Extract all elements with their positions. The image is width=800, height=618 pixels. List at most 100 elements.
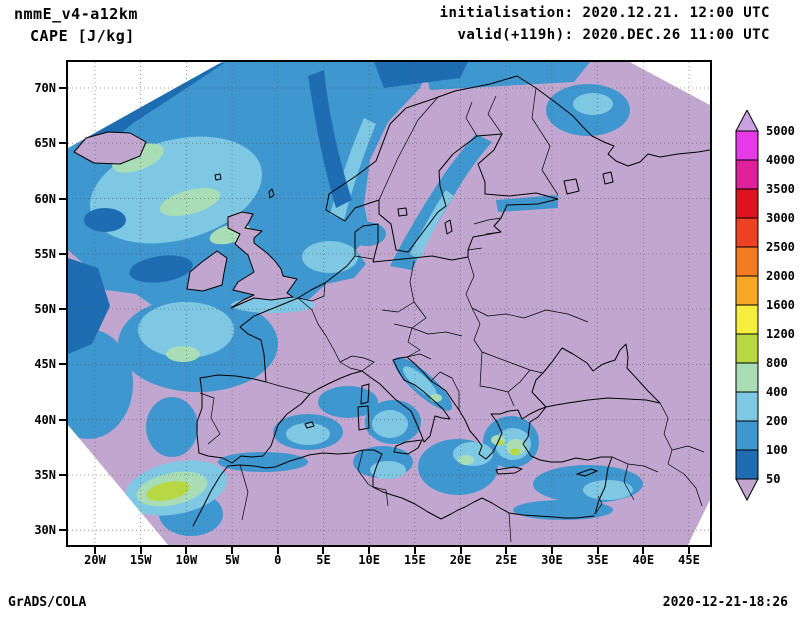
iceland xyxy=(73,131,147,165)
valid-time: valid(+119h): 2020.DEC.26 11:00 UTC xyxy=(457,27,770,43)
colorbar-segment xyxy=(735,449,759,480)
y-axis-tick xyxy=(59,308,67,311)
y-axis-tick xyxy=(59,473,67,476)
cape-field xyxy=(68,62,710,545)
colorbar-label: 400 xyxy=(766,385,788,399)
sardinia xyxy=(357,405,370,431)
x-axis-tick xyxy=(459,547,462,554)
x-axis-label: 25E xyxy=(495,553,518,567)
colorbar-label: 2000 xyxy=(766,269,795,283)
y-axis-label: 60N xyxy=(34,191,56,206)
y-axis-label: 70N xyxy=(34,81,56,95)
x-axis-tick xyxy=(505,547,508,554)
x-axis-label: 30E xyxy=(541,553,563,567)
x-axis-tick xyxy=(642,547,645,554)
x-axis-tick xyxy=(231,547,234,554)
coastlines xyxy=(73,75,710,527)
y-axis-tick xyxy=(59,418,67,421)
faroe-islands xyxy=(214,173,222,181)
y-axis-label: 45N xyxy=(34,357,56,372)
init-time: initialisation: 2020.12.21. 12:00 UTC xyxy=(439,5,770,21)
colorbar-label: 3000 xyxy=(766,211,795,225)
x-axis-label: 10E xyxy=(358,553,380,567)
colorbar-segment xyxy=(735,333,759,364)
colorbar-segment xyxy=(735,217,759,248)
x-axis-label: 10W xyxy=(175,553,198,567)
x-axis-tick xyxy=(94,547,96,554)
x-axis-label: 5W xyxy=(224,553,240,567)
colorbar-segment xyxy=(735,246,759,277)
x-axis-tick xyxy=(550,547,553,554)
corsica xyxy=(360,383,370,405)
credit: GrADS/COLA xyxy=(8,595,87,610)
colorbar-label: 5000 xyxy=(766,124,795,138)
colorbar-label: 4000 xyxy=(766,153,795,167)
x-axis-tick xyxy=(413,547,416,554)
colorbar-label: 100 xyxy=(766,443,788,457)
x-axis-tick xyxy=(687,547,690,554)
y-axis-tick xyxy=(59,252,67,255)
lake-onega xyxy=(602,171,614,185)
sicily xyxy=(393,439,423,455)
coast-black-sea xyxy=(531,343,661,408)
x-axis-label: 5E xyxy=(316,553,331,567)
colorbar-segment xyxy=(735,130,759,161)
coast-scandinavia-baltic xyxy=(297,75,559,299)
y-axis-label: 55N xyxy=(34,246,56,261)
colorbar-segment xyxy=(735,478,759,502)
y-axis-label: 30N xyxy=(34,523,56,538)
colorbar-label: 2500 xyxy=(766,240,795,254)
y-axis-tick xyxy=(59,142,67,145)
mallorca xyxy=(304,421,315,429)
y-axis-label: 65N xyxy=(34,136,56,151)
x-axis-label: 35E xyxy=(586,553,609,567)
colorbar-segment xyxy=(735,304,759,335)
cyprus xyxy=(576,468,598,477)
lake-ladoga xyxy=(563,178,580,195)
colorbar-segment xyxy=(735,362,759,393)
lake-vanern xyxy=(397,207,408,217)
colorbar-label: 200 xyxy=(766,414,788,428)
shetland xyxy=(268,188,275,199)
x-axis-label: 20E xyxy=(449,553,472,567)
y-axis-tick xyxy=(59,529,67,532)
x-axis-label: 45E xyxy=(678,553,700,567)
land-low-cape xyxy=(74,132,297,308)
coast-russia-north xyxy=(516,75,710,167)
x-axis-label: 0 xyxy=(274,553,282,567)
cape-map xyxy=(68,62,710,545)
ireland xyxy=(186,250,228,292)
y-axis-label: 40N xyxy=(34,412,56,427)
colorbar-label: 1200 xyxy=(766,327,795,341)
field-800-1200 xyxy=(146,440,520,501)
x-axis-label: 20W xyxy=(84,553,106,567)
coast-italy-balkans xyxy=(361,356,547,460)
x-axis-label: 15E xyxy=(404,553,426,567)
x-axis-tick xyxy=(596,547,599,554)
colorbar-label: 1600 xyxy=(766,298,795,312)
y-axis-tick xyxy=(59,363,67,366)
coast-north-africa xyxy=(192,449,595,527)
model-name: nmmE_v4-a12km xyxy=(14,5,138,23)
crete xyxy=(495,466,523,475)
x-axis-tick xyxy=(368,547,371,554)
colorbar-svg: 5000 4000 3500 3000 2500 2000 1600 1200 800 400 20… xyxy=(735,108,795,502)
y-axis-label: 50N xyxy=(34,302,56,317)
x-axis-tick xyxy=(276,547,279,554)
y-axis-tick xyxy=(59,87,67,89)
variable-name: CAPE [J/kg] xyxy=(30,27,135,45)
colorbar-segment xyxy=(735,159,759,190)
coast-turkey-levant xyxy=(522,406,613,515)
colorbar-label: 50 xyxy=(766,472,780,486)
colorbar-segment xyxy=(735,391,759,422)
coast-france-iberia xyxy=(196,297,363,464)
field-50-100 xyxy=(68,62,468,354)
y-axis-tick xyxy=(59,197,67,200)
country-borders xyxy=(199,87,705,543)
colorbar-segment xyxy=(735,108,759,132)
y-axis-label: 35N xyxy=(34,467,56,482)
graticule xyxy=(68,62,710,545)
great-britain xyxy=(227,211,298,309)
timestamp: 2020-12-21-18:26 xyxy=(662,595,788,610)
